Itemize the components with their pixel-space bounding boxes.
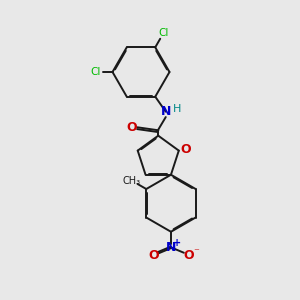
Text: N: N	[166, 241, 176, 254]
Text: O: O	[180, 142, 191, 156]
Text: Cl: Cl	[158, 28, 169, 38]
Text: H: H	[173, 104, 181, 114]
Text: N: N	[160, 105, 171, 118]
Text: ⁻: ⁻	[193, 247, 199, 257]
Text: Cl: Cl	[91, 67, 101, 77]
Text: O: O	[183, 249, 194, 262]
Text: CH₃: CH₃	[122, 176, 140, 186]
Text: O: O	[148, 249, 159, 262]
Text: +: +	[173, 238, 181, 248]
Text: O: O	[126, 121, 136, 134]
